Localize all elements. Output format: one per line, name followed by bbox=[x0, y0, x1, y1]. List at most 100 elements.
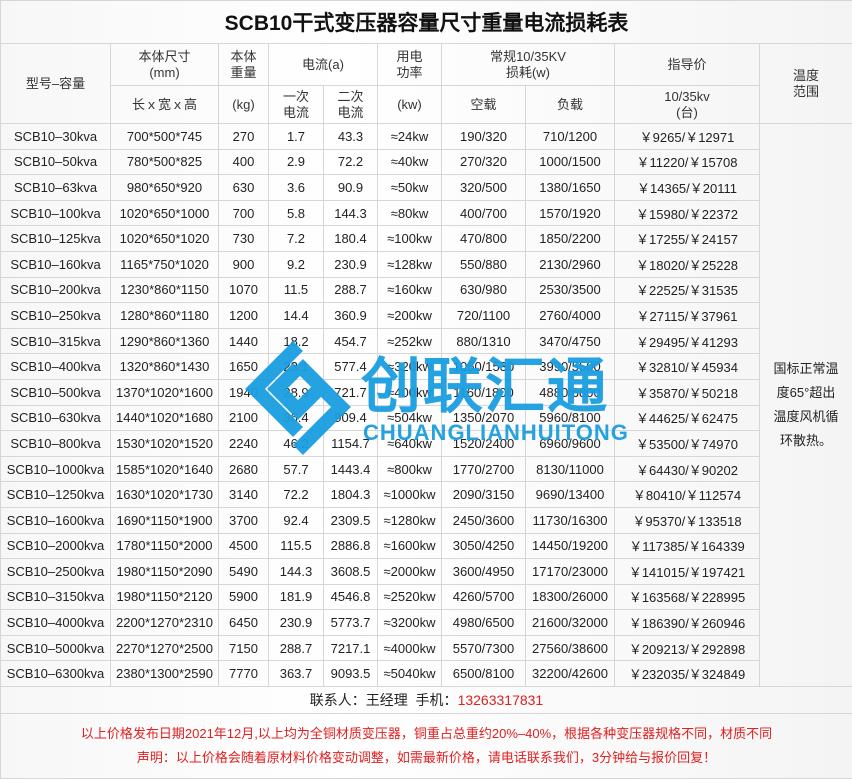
cell-model: SCB10–1250kva bbox=[0, 481, 111, 508]
header-loss-noload: 空载 bbox=[441, 85, 526, 124]
cell-model: SCB10–1000kva bbox=[0, 455, 111, 483]
cell-size: 1780*1150*2000 bbox=[110, 532, 219, 560]
contact-info: 联系人：王经理 手机：13263317831 bbox=[0, 686, 852, 715]
cell-loss-load: 14450/19200 bbox=[525, 532, 615, 560]
cell-weight: 270 bbox=[218, 123, 269, 150]
cell-loss-load: 9690/13400 bbox=[525, 481, 615, 508]
cell-model: SCB10–5000kva bbox=[0, 634, 111, 662]
cell-loss-load: 21600/32000 bbox=[525, 609, 615, 636]
cell-weight: 1650 bbox=[218, 353, 269, 380]
cell-current-secondary: 721.7 bbox=[323, 378, 378, 406]
cell-loss-noload: 1350/2070 bbox=[441, 404, 526, 432]
cell-current-primary: 28.9 bbox=[268, 378, 324, 406]
cell-current-primary: 36.4 bbox=[268, 404, 324, 432]
cell-current-primary: 3.6 bbox=[268, 174, 324, 201]
cell-current-primary: 363.7 bbox=[268, 660, 324, 688]
cell-current-secondary: 2886.8 bbox=[323, 532, 378, 560]
cell-loss-noload: 1160/1800 bbox=[441, 378, 526, 406]
table-row: SCB10–6300kva 2380*1300*2590 7770 363.7 9093… bbox=[0, 660, 852, 688]
cell-current-secondary: 360.9 bbox=[323, 302, 378, 329]
header-current-primary: 一次 电流 bbox=[268, 85, 324, 124]
cell-loss-noload: 4980/6500 bbox=[441, 609, 526, 636]
table-row: SCB10–2000kva 1780*1150*2000 4500 115.5 2886… bbox=[0, 532, 852, 560]
cell-model: SCB10–200kva bbox=[0, 276, 111, 304]
cell-loss-noload: 470/800 bbox=[441, 225, 526, 252]
cell-loss-load: 1380/1650 bbox=[525, 174, 615, 201]
cell-weight: 3700 bbox=[218, 506, 269, 534]
cell-loss-noload: 880/1310 bbox=[441, 327, 526, 355]
cell-price: ￥17255/￥24157 bbox=[614, 225, 760, 252]
cell-current-secondary: 1443.4 bbox=[323, 455, 378, 483]
cell-current-secondary: 72.2 bbox=[323, 148, 378, 176]
cell-loss-load: 4880/6800 bbox=[525, 378, 615, 406]
header-weight-sub: (kg) bbox=[218, 85, 269, 124]
cell-current-primary: 57.7 bbox=[268, 455, 324, 483]
cell-current-primary: 1.7 bbox=[268, 123, 324, 150]
cell-power: ≈160kw bbox=[377, 276, 442, 304]
cell-price: ￥64430/￥90202 bbox=[614, 455, 760, 483]
cell-loss-noload: 270/320 bbox=[441, 148, 526, 176]
cell-current-secondary: 90.9 bbox=[323, 174, 378, 201]
table-row: SCB10–1000kva 1585*1020*1640 2680 57.7 1443.… bbox=[0, 455, 852, 483]
cell-current-secondary: 9093.5 bbox=[323, 660, 378, 688]
cell-weight: 400 bbox=[218, 148, 269, 176]
cell-model: SCB10–630kva bbox=[0, 404, 111, 432]
header-size-sub: 长ｘ宽ｘ高 bbox=[110, 85, 219, 124]
cell-power: ≈2520kw bbox=[377, 583, 442, 611]
cell-current-primary: 92.4 bbox=[268, 506, 324, 534]
table-row: SCB10–160kva 1165*750*1020 900 9.2 230.9 ≈128… bbox=[0, 250, 852, 278]
cell-model: SCB10–1600kva bbox=[0, 506, 111, 534]
header-price: 指导价 bbox=[614, 43, 760, 86]
temp-note: 国标正常温度65°超出温度风机循环散热。 bbox=[758, 122, 852, 688]
cell-current-secondary: 1154.7 bbox=[323, 430, 378, 457]
cell-loss-noload: 190/320 bbox=[441, 123, 526, 150]
cell-power: ≈3200kw bbox=[377, 609, 442, 636]
cell-loss-load: 17170/23000 bbox=[525, 558, 615, 585]
cell-power: ≈252kw bbox=[377, 327, 442, 355]
cell-weight: 6450 bbox=[218, 609, 269, 636]
table-row: SCB10–800kva 1530*1020*1520 2240 46.2 1154.7… bbox=[0, 430, 852, 457]
cell-weight: 2680 bbox=[218, 455, 269, 483]
cell-current-primary: 46.2 bbox=[268, 430, 324, 457]
page-title: SCB10干式变压器容量尺寸重量电流损耗表 bbox=[0, 0, 852, 44]
table-row: SCB10–500kva 1370*1020*1600 1940 28.9 721.7 ≈… bbox=[0, 378, 852, 406]
price-notes: 以上价格发布日期2021年12月,以上均为全铜材质变压器，铜重占总重约20%–4… bbox=[0, 713, 852, 779]
cell-weight: 900 bbox=[218, 250, 269, 278]
table-row: SCB10–4000kva 2200*1270*2310 6450 230.9 5773… bbox=[0, 609, 852, 636]
cell-weight: 630 bbox=[218, 174, 269, 201]
cell-loss-load: 2760/4000 bbox=[525, 302, 615, 329]
cell-current-primary: 18.2 bbox=[268, 327, 324, 355]
cell-power: ≈1280kw bbox=[377, 506, 442, 534]
cell-size: 1020*650*1000 bbox=[110, 199, 219, 227]
cell-price: ￥22525/￥31535 bbox=[614, 276, 760, 304]
cell-loss-load: 11730/16300 bbox=[525, 506, 615, 534]
cell-model: SCB10–50kva bbox=[0, 148, 111, 176]
cell-power: ≈40kw bbox=[377, 148, 442, 176]
cell-loss-load: 32200/42600 bbox=[525, 660, 615, 688]
cell-model: SCB10–100kva bbox=[0, 199, 111, 227]
cell-price: ￥163568/￥228995 bbox=[614, 583, 760, 611]
cell-current-secondary: 43.3 bbox=[323, 123, 378, 150]
cell-model: SCB10–30kva bbox=[0, 123, 111, 150]
cell-price: ￥232035/￥324849 bbox=[614, 660, 760, 688]
cell-price: ￥117385/￥164339 bbox=[614, 532, 760, 560]
table-row: SCB10–2500kva 1980*1150*2090 5490 144.3 3608… bbox=[0, 558, 852, 585]
cell-model: SCB10–4000kva bbox=[0, 609, 111, 636]
cell-price: ￥29495/￥41293 bbox=[614, 327, 760, 355]
cell-power: ≈24kw bbox=[377, 123, 442, 150]
cell-loss-noload: 720/1100 bbox=[441, 302, 526, 329]
cell-current-primary: 288.7 bbox=[268, 634, 324, 662]
cell-loss-noload: 400/700 bbox=[441, 199, 526, 227]
cell-loss-noload: 630/980 bbox=[441, 276, 526, 304]
header-power-sub: (kw) bbox=[377, 85, 442, 124]
cell-weight: 700 bbox=[218, 199, 269, 227]
cell-size: 1290*860*1360 bbox=[110, 327, 219, 355]
header-size: 本体尺寸 (mm) bbox=[110, 43, 219, 86]
cell-loss-load: 2130/2960 bbox=[525, 250, 615, 278]
cell-size: 1165*750*1020 bbox=[110, 250, 219, 278]
cell-current-secondary: 2309.5 bbox=[323, 506, 378, 534]
cell-current-secondary: 180.4 bbox=[323, 225, 378, 252]
cell-weight: 5900 bbox=[218, 583, 269, 611]
cell-model: SCB10–250kva bbox=[0, 302, 111, 329]
cell-size: 2270*1270*2500 bbox=[110, 634, 219, 662]
